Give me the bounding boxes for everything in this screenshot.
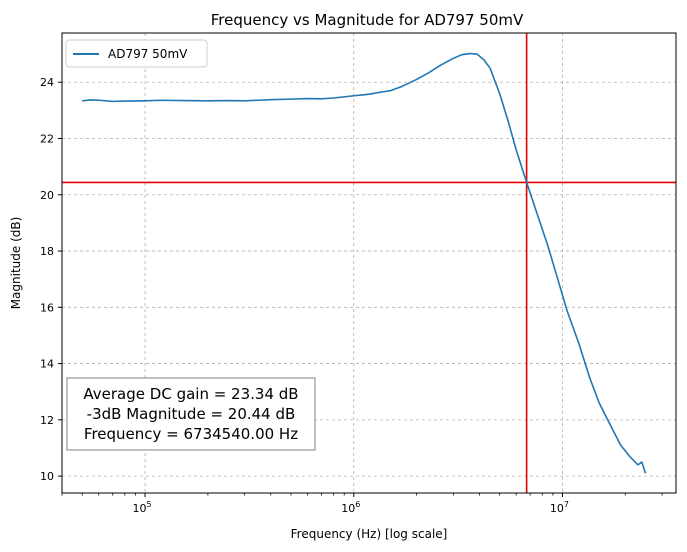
x-tick-label: 107 [550, 500, 569, 515]
x-tick-base: 10 [341, 502, 355, 515]
x-tick-label: 105 [133, 500, 152, 515]
y-axis-label: Magnitude (dB) [9, 217, 23, 310]
reference-lines [62, 33, 676, 493]
x-tick-label: 106 [341, 500, 360, 515]
x-axis-label: Frequency (Hz) [log scale] [291, 527, 448, 541]
annotation-line-3: Frequency = 6734540.00 Hz [84, 425, 298, 443]
legend-label: AD797 50mV [108, 47, 188, 61]
legend-box [65, 39, 208, 68]
x-tick-exponent: 6 [355, 500, 360, 509]
x-tick-base: 10 [550, 502, 564, 515]
annotation-line-2: -3dB Magnitude = 20.44 dB [87, 405, 296, 423]
annotation-box: Average DC gain = 23.34 dB -3dB Magnitud… [66, 377, 316, 451]
annotation-frame [66, 377, 316, 451]
annotation-line-1: Average DC gain = 23.34 dB [83, 385, 298, 403]
y-tick-label: 20 [40, 189, 54, 202]
y-tick-label: 10 [40, 470, 54, 483]
series-layer [82, 52, 647, 474]
x-tick-base: 10 [133, 502, 147, 515]
y-tick-label: 14 [40, 358, 54, 371]
y-tick-label: 12 [40, 414, 54, 427]
y-tick-label: 22 [40, 133, 54, 146]
x-tick-exponent: 7 [564, 500, 569, 509]
chart-title: Frequency vs Magnitude for AD797 50mV [211, 11, 524, 29]
series-line [82, 52, 647, 474]
y-tick-label: 18 [40, 245, 54, 258]
plot-frame [61, 32, 677, 494]
x-tick-exponent: 5 [147, 500, 152, 509]
y-tick-label: 24 [40, 76, 54, 89]
legend: AD797 50mV [65, 39, 208, 68]
y-tick-label: 16 [40, 301, 54, 314]
y-axis-ticks: 10 12 14 16 18 20 22 24 [40, 76, 62, 483]
x-axis-ticks: 105 106 107 [61, 493, 663, 515]
